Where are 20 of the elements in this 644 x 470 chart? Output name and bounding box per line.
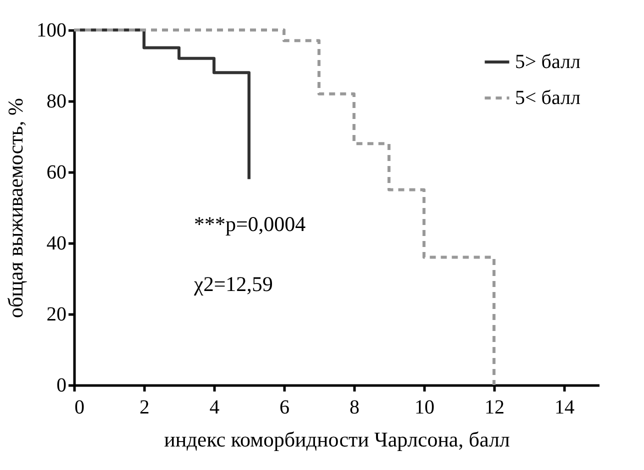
x-tick-label: 8 [350, 396, 360, 418]
x-tick-label: 14 [554, 396, 574, 418]
y-axis-title: общая выживаемость, % [4, 98, 28, 318]
x-tick-label: 0 [74, 396, 84, 418]
y-tick-label: 0 [56, 374, 66, 396]
annotation: ***p=0,0004 [194, 212, 306, 236]
x-tick-label: 10 [414, 396, 434, 418]
legend-label: 5> балл [515, 51, 580, 73]
y-tick-label: 60 [46, 162, 66, 184]
x-tick-label: 12 [484, 396, 504, 418]
annotation: χ2=12,59 [193, 272, 273, 296]
y-tick-label: 40 [46, 232, 66, 254]
x-tick-label: 6 [280, 396, 290, 418]
x-tick-label: 4 [210, 396, 220, 418]
y-tick-label: 100 [36, 20, 66, 42]
x-axis-title: индекс коморбидности Чарлсона, балл [164, 428, 510, 452]
x-tick-label: 2 [140, 396, 150, 418]
y-tick-label: 20 [46, 304, 66, 326]
y-tick-label: 80 [46, 90, 66, 112]
legend-label: 5< балл [515, 87, 580, 109]
